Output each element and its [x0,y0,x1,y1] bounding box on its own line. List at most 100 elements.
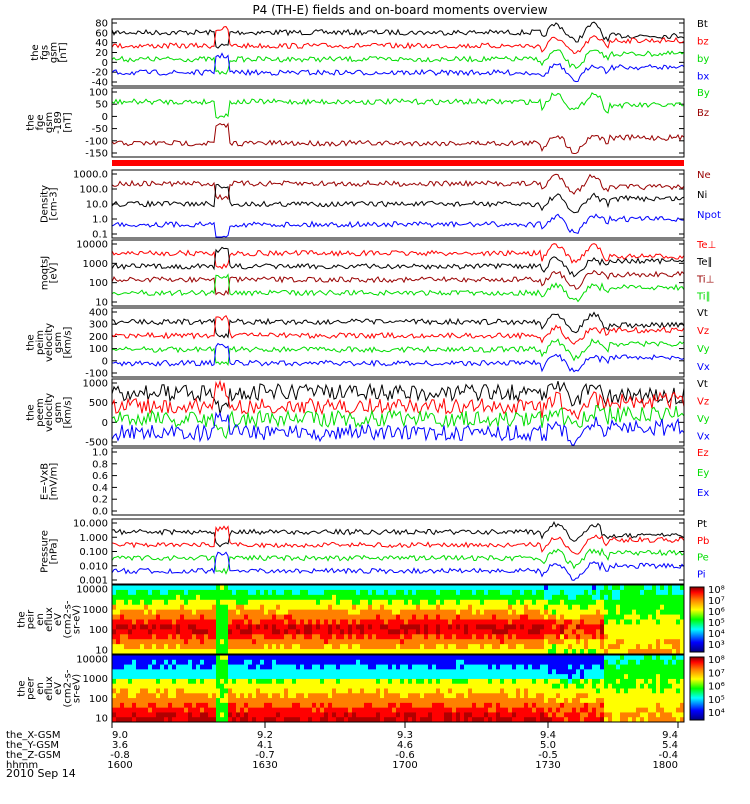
spectrogram-cell [128,649,132,655]
spectrogram-cell [228,683,232,689]
spectrogram-cell [360,629,364,635]
spectrogram-cell [584,664,588,670]
spectrogram-cell [660,614,664,620]
spectrogram-cell [560,659,564,666]
spectrogram-cell [516,669,520,675]
spectrogram-cell [132,655,136,661]
spectrogram-cell [484,702,488,709]
spectrogram-cell [344,599,348,606]
spectrogram-cell [284,688,288,694]
spectrogram-cell [328,693,332,699]
spectrogram-cell [632,669,636,675]
colorbar [689,656,705,721]
spectrogram-cell [616,589,620,596]
spectrogram-cell [244,693,248,699]
spectrogram-cell [300,683,304,689]
spectrogram-cell [316,707,320,713]
spectrogram-cell [444,688,448,694]
spectrogram-cell [284,693,288,699]
data-line [111,273,685,303]
spectrogram-cell [284,594,288,601]
spectrogram-cell [152,693,156,699]
spectrogram-cell [500,664,504,670]
spectrogram-cell [500,604,504,611]
spectrogram-cell [576,634,580,640]
spectrogram-cell [356,634,360,640]
spectrogram-cell [120,619,124,625]
data-line [111,21,685,49]
spectrogram-cell [232,664,236,670]
spectrogram-cell [192,599,196,606]
spectrogram-cell [568,712,572,718]
spectrogram-cell [128,674,132,680]
spectrogram-cell [408,683,412,689]
spectrogram-cell [304,655,308,661]
spectrogram-cell [408,669,412,675]
spectrogram-cell [336,702,340,709]
spectrogram-cell [656,619,660,625]
spectrogram-cell [492,698,496,704]
spectrogram-cell [384,707,388,713]
spectrogram-cell [332,683,336,689]
spectrogram-cell [188,693,192,699]
spectrogram-cell [116,624,120,630]
spectrogram-cell [368,604,372,611]
spectrogram-cell [164,678,168,685]
spectrogram-cell [396,624,400,630]
spectrogram-cell [308,589,312,596]
spectrogram-cell [216,589,220,596]
spectrogram-cell [392,693,396,699]
spectrogram-cell [616,693,620,699]
ylabel-line: the [16,611,27,627]
spectrogram-cell [216,629,220,635]
spectrogram-cell [544,693,548,699]
spectrogram-cell [132,619,136,625]
spectrogram-cell [252,683,256,689]
spectrogram-cell [660,698,664,704]
spectrogram-cell [288,619,292,625]
spectrogram-cell [520,585,524,591]
spectrogram-cell [372,659,376,666]
spectrogram-cell [204,702,208,709]
x-tick-value: -0.6 [395,750,415,761]
spectrogram-cell [416,693,420,699]
panel-frame [111,18,685,87]
spectrogram-cell [356,599,360,606]
spectrogram-cell [252,674,256,680]
spectrogram-cell [608,624,612,630]
spectrogram-cell [332,664,336,670]
spectrogram-cell [228,599,232,606]
spectrogram-cell [516,634,520,640]
spectrogram-cell [460,655,464,661]
spectrogram-cell [188,589,192,596]
spectrogram-cell [148,619,152,625]
spectrogram-cell [124,678,128,685]
spectrogram-cell [436,717,440,723]
spectrogram-cell [196,604,200,611]
spectrogram-cell [412,707,416,713]
spectrogram-cell [664,609,668,616]
spectrogram-cell [548,664,552,670]
spectrogram-cell [528,659,532,666]
y-tick-label: 0.001 [79,576,108,587]
spectrogram-cell [456,698,460,704]
spectrogram-cell [400,717,404,723]
spectrogram-cell [284,634,288,640]
spectrogram-cell [296,619,300,625]
spectrogram-cell [616,683,620,689]
spectrogram-cell [224,702,228,709]
spectrogram-cell [332,702,336,709]
spectrogram-cell [416,585,420,591]
spectrogram-cell [168,678,172,685]
spectrogram-cell [156,624,160,630]
spectrogram-cell [256,609,260,616]
spectrogram-cell [572,614,576,620]
spectrogram-cell [648,712,652,718]
spectrogram-cell [652,619,656,625]
spectrogram-cell [260,594,264,601]
spectrogram-cell [452,707,456,713]
spectrogram-cell [216,678,220,685]
spectrogram-cell [456,683,460,689]
spectrogram-cell [284,702,288,709]
spectrogram-cell [316,604,320,611]
